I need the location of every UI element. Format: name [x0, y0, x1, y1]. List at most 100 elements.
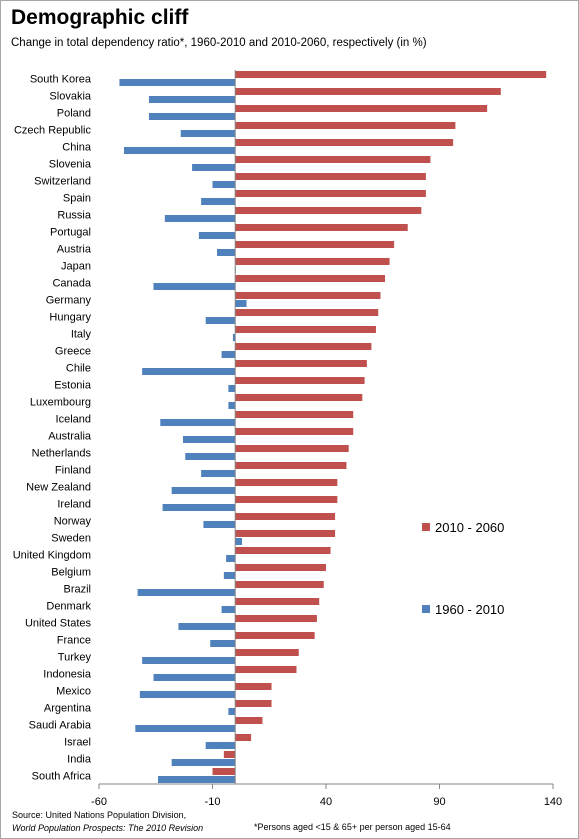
category-labels: South Korea Slovakia Poland Czech Republic C… — [13, 74, 92, 783]
category-label: Canada — [52, 278, 91, 290]
category-label: Denmark — [46, 601, 91, 613]
bar-2010-2060 — [235, 649, 299, 656]
bar-1960-2010 — [226, 555, 236, 562]
bar-1960-2010 — [137, 589, 236, 596]
category-label: Turkey — [58, 652, 92, 664]
bar-1960-2010 — [198, 232, 236, 239]
category-label: Indonesia — [43, 669, 92, 681]
category-label: Iceland — [56, 414, 91, 426]
category-label: Italy — [71, 329, 92, 341]
category-label: Switzerland — [34, 176, 91, 188]
bar-1960-2010 — [221, 351, 236, 358]
category-label: Slovakia — [49, 91, 91, 103]
category-label: Belgium — [51, 567, 91, 579]
bar-2010-2060 — [235, 717, 263, 724]
bar-2010-2060 — [235, 88, 501, 95]
bar-2010-2060 — [235, 700, 272, 707]
category-label: Chile — [66, 363, 91, 375]
category-label: China — [62, 142, 92, 154]
bar-2010-2060 — [235, 394, 363, 401]
bar-2010-2060 — [235, 207, 422, 214]
bar-2010-2060 — [235, 598, 320, 605]
bar-2010-2060 — [235, 139, 454, 146]
bar-1960-2010 — [182, 436, 236, 443]
bar-2010-2060 — [235, 462, 347, 469]
category-label: Czech Republic — [14, 125, 92, 137]
bar-1960-2010 — [221, 606, 236, 613]
bar-2010-2060 — [235, 683, 272, 690]
bar-1960-2010 — [210, 640, 236, 647]
legend-swatch-2010-2060 — [422, 523, 430, 531]
category-label: France — [57, 635, 91, 647]
bar-1960-2010 — [171, 759, 236, 766]
legend-label-1960-2010: 1960 - 2010 — [435, 602, 504, 617]
bar-2010-2060 — [235, 411, 354, 418]
bar-1960-2010 — [135, 725, 236, 732]
bar-1960-2010 — [158, 776, 236, 783]
category-label: Slovenia — [49, 159, 92, 171]
bar-2010-2060 — [212, 768, 236, 775]
bar-1960-2010 — [148, 113, 236, 120]
bar-1960-2010 — [162, 504, 236, 511]
category-label: Netherlands — [32, 448, 92, 460]
bar-2010-2060 — [235, 309, 379, 316]
bar-1960-2010 — [171, 487, 236, 494]
legend-swatch-1960-2010 — [422, 605, 430, 613]
category-label: Australia — [48, 431, 92, 443]
bar-1960-2010 — [235, 300, 247, 307]
legend: 2010 - 2060 1960 - 2010 — [422, 520, 504, 617]
category-label: United Kingdom — [13, 550, 91, 562]
bar-1960-2010 — [205, 742, 236, 749]
bar-2010-2060 — [235, 445, 349, 452]
bar-2010-2060 — [235, 666, 297, 673]
category-label: South Korea — [30, 74, 92, 86]
bar-2010-2060 — [235, 224, 408, 231]
bar-2010-2060 — [235, 428, 354, 435]
bar-2010-2060 — [235, 122, 456, 129]
source-note: Source: United Nations Population Divisi… — [12, 809, 203, 835]
bar-1960-2010 — [119, 79, 236, 86]
bar-1960-2010 — [153, 283, 236, 290]
x-tick-label: 40 — [320, 796, 332, 808]
category-label: Portugal — [50, 227, 91, 239]
category-label: Israel — [64, 737, 91, 749]
category-label: Argentina — [44, 703, 92, 715]
bar-1960-2010 — [180, 130, 236, 137]
bar-1960-2010 — [142, 368, 236, 375]
bar-1960-2010 — [203, 521, 236, 528]
x-tick-label: 140 — [544, 796, 562, 808]
category-label: Spain — [63, 193, 91, 205]
bar-2010-2060 — [235, 275, 386, 282]
category-label: Ireland — [57, 499, 91, 511]
category-label: Austria — [57, 244, 92, 256]
bar-2010-2060 — [235, 734, 252, 741]
bar-2010-2060 — [235, 496, 338, 503]
x-tick-label: -10 — [205, 796, 221, 808]
bar-2010-2060 — [235, 190, 426, 197]
category-label: Norway — [54, 516, 92, 528]
category-label: United States — [25, 618, 92, 630]
bar-2010-2060 — [235, 513, 336, 520]
category-label: Luxembourg — [30, 397, 91, 409]
chart-subtitle: Change in total dependency ratio*, 1960-… — [11, 37, 427, 49]
bar-1960-2010 — [192, 164, 236, 171]
bar-2010-2060 — [235, 377, 365, 384]
bar-2010-2060 — [235, 632, 315, 639]
bar-2010-2060 — [235, 581, 324, 588]
bar-1960-2010 — [142, 657, 236, 664]
category-label: South Africa — [32, 771, 92, 783]
bar-1960-2010 — [212, 181, 236, 188]
x-axis: -60 -10 40 90 140 — [91, 70, 562, 808]
bar-2010-2060 — [235, 105, 488, 112]
x-tick-label: -60 — [91, 796, 107, 808]
bar-2010-2060 — [235, 564, 326, 571]
bar-1960-2010 — [223, 572, 236, 579]
bar-1960-2010 — [139, 691, 236, 698]
bar-1960-2010 — [153, 674, 236, 681]
bar-2010-2060 — [235, 292, 381, 299]
source-line-2: World Population Prospects: The 2010 Rev… — [12, 823, 204, 833]
category-label: Hungary — [49, 312, 91, 324]
bar-1960-2010 — [148, 96, 236, 103]
bar-2010-2060 — [235, 479, 338, 486]
